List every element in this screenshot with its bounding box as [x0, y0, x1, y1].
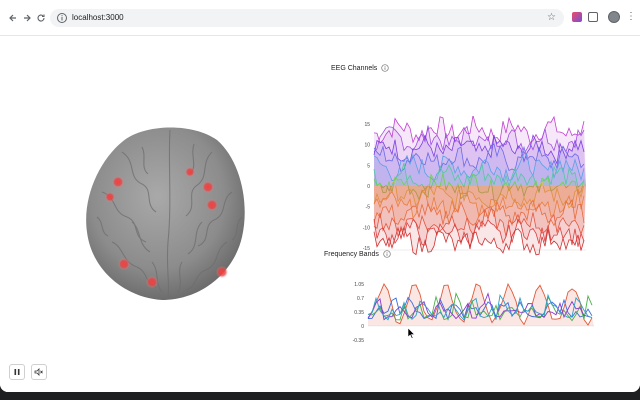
- eeg-channel-fill: [374, 186, 586, 255]
- eeg-channel-line: [373, 218, 585, 248]
- eeg-channel-fill: [374, 173, 586, 201]
- eeg-channel-fill: [374, 186, 586, 226]
- freq-panel-title: Frequency Bands: [324, 250, 379, 258]
- frequency-band-line: [367, 292, 593, 321]
- eeg-channel-line: [373, 125, 585, 155]
- eeg-channel-line: [373, 189, 585, 220]
- app-page: EEG Channels 15 10 5 0 -5 -10 -15 Frequency Ba…: [0, 36, 640, 392]
- electrode-marker[interactable]: [206, 199, 218, 211]
- eeg-channel-line: [373, 162, 585, 193]
- eeg-channel-line: [373, 180, 585, 209]
- frequency-band-line: [367, 293, 593, 321]
- y-tick-label: 0: [367, 184, 370, 190]
- reload-icon[interactable]: [34, 11, 48, 25]
- speaker-mute-icon: [34, 368, 43, 376]
- eeg-channel-line: [373, 226, 585, 256]
- electrode-marker[interactable]: [216, 266, 228, 278]
- electrode-marker[interactable]: [105, 192, 115, 202]
- y-tick-label: 15: [364, 122, 370, 128]
- eeg-channel-fill: [374, 186, 586, 237]
- eeg-channel-fill: [374, 135, 586, 186]
- eeg-channel-fill: [374, 153, 586, 186]
- brain-3d-view[interactable]: [82, 122, 252, 302]
- y-tick-label: 0: [361, 324, 364, 330]
- url-text[interactable]: localhost:3000: [72, 13, 124, 22]
- eeg-channel-line: [373, 198, 585, 227]
- y-tick-label: 1.05: [354, 282, 364, 288]
- eeg-channel-line: [373, 116, 585, 144]
- y-tick-label: 0.35: [354, 310, 364, 316]
- browser-window: localhost:3000 ☆ ⋮: [0, 0, 640, 392]
- browser-toolbar: localhost:3000 ☆ ⋮: [0, 0, 640, 36]
- frequency-bands-chart[interactable]: 1.05 0.7 0.35 0 -0.35: [344, 280, 596, 348]
- eeg-panel-title: EEG Channels: [331, 64, 378, 72]
- eeg-channel-fill: [374, 163, 586, 192]
- y-tick-label: -5: [366, 205, 371, 211]
- eeg-panel-header: EEG Channels: [331, 64, 389, 72]
- freq-panel-header: Frequency Bands: [324, 250, 391, 258]
- pause-button[interactable]: [9, 364, 25, 380]
- info-icon[interactable]: [383, 250, 391, 258]
- info-icon[interactable]: [381, 64, 389, 72]
- extensions-puzzle-icon[interactable]: [588, 12, 598, 22]
- pause-icon: [14, 369, 20, 375]
- electrode-marker[interactable]: [146, 276, 158, 288]
- electrode-marker[interactable]: [112, 176, 124, 188]
- mouse-cursor: [408, 328, 416, 339]
- electrode-marker[interactable]: [202, 181, 214, 193]
- star-icon[interactable]: ☆: [547, 12, 556, 23]
- y-tick-label: 10: [364, 143, 370, 149]
- eeg-channel-fill: [374, 181, 586, 209]
- y-tick-label: 0.7: [357, 296, 364, 302]
- brain-gyri: [96, 129, 243, 298]
- mute-button[interactable]: [31, 364, 47, 380]
- eeg-channel-line: [373, 207, 585, 238]
- arrow-left-icon[interactable]: [6, 11, 20, 25]
- eeg-channel-fill: [374, 186, 586, 248]
- profile-avatar[interactable]: [608, 11, 620, 23]
- y-tick-label: -15: [363, 246, 370, 252]
- eeg-channels-chart[interactable]: 15 10 5 0 -5 -10 -15: [352, 116, 592, 256]
- site-info-icon[interactable]: [56, 12, 68, 24]
- address-bar[interactable]: localhost:3000 ☆: [50, 9, 564, 27]
- y-tick-label: 5: [367, 163, 370, 169]
- electrode-marker[interactable]: [185, 167, 195, 177]
- y-tick-label: -0.35: [353, 338, 365, 344]
- menu-dots-icon[interactable]: ⋮: [626, 11, 636, 22]
- extension-icon[interactable]: [572, 12, 582, 22]
- y-tick-label: -10: [363, 225, 370, 231]
- arrow-right-icon[interactable]: [20, 11, 34, 25]
- electrode-marker[interactable]: [118, 258, 130, 270]
- frequency-band-line: [367, 292, 593, 322]
